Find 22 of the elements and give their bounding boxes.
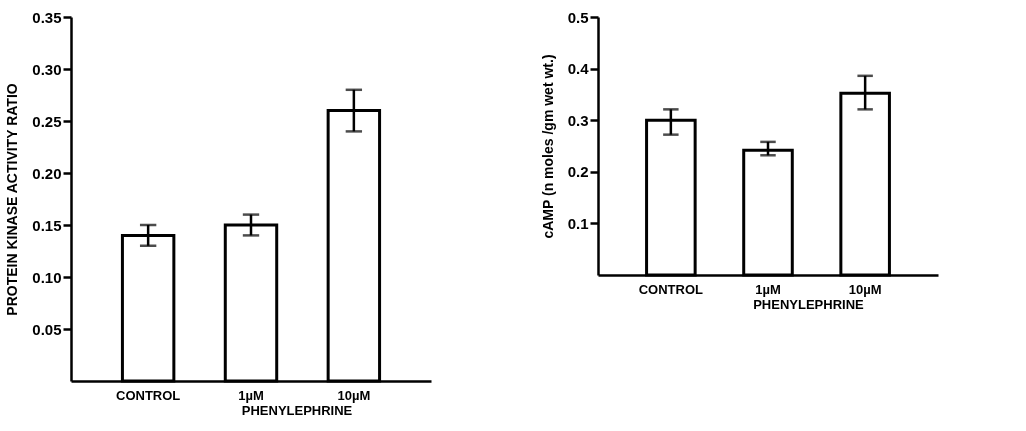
- x-tick-label: 1µM: [238, 387, 264, 403]
- y-tick-label: 0.3: [567, 111, 589, 129]
- y-tick-label: 0.05: [32, 320, 62, 338]
- y-tick-label: 0.20: [32, 164, 62, 182]
- y-tick-label: 0.4: [567, 60, 590, 78]
- x-axis-title: PHENYLEPHRINE: [241, 402, 353, 418]
- y-tick-label: 0.15: [32, 216, 62, 234]
- x-tick-label: 10µM: [848, 281, 882, 297]
- x-tick-label: CONTROL: [638, 281, 704, 297]
- x-axis-title: PHENYLEPHRINE: [753, 296, 865, 312]
- y-tick-label: 0.25: [32, 112, 62, 130]
- y-tick-label: 0.5: [567, 8, 589, 26]
- y-tick-label: 0.30: [32, 60, 62, 78]
- y-tick-label: 0.10: [32, 268, 62, 286]
- x-tick-label: CONTROL: [116, 387, 181, 403]
- y-axis-title: PROTEIN KINASE ACTIVITY RATIO: [4, 83, 21, 316]
- y-axis-title: cAMP (n moles /gm wet wt.): [539, 54, 556, 239]
- y-tick-label: 0.1: [567, 214, 589, 232]
- x-tick-label: 10µM: [337, 387, 371, 403]
- y-tick-label: 0.2: [567, 163, 589, 181]
- x-tick-label: 1µM: [755, 281, 781, 297]
- y-tick-label: 0.35: [32, 8, 62, 26]
